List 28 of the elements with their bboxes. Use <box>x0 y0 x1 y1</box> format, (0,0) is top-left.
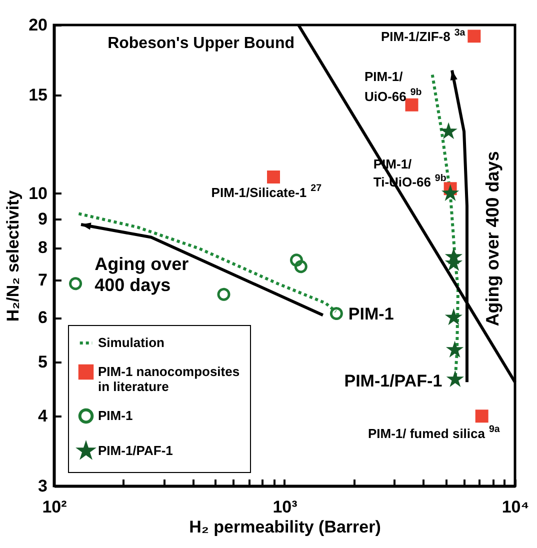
x-tick-label: 10³ <box>272 498 298 516</box>
legend-label: PIM-1/PAF-1 <box>98 443 173 458</box>
legend-label: Simulation <box>98 335 165 350</box>
y-tick-label: 10 <box>28 184 48 203</box>
annotation: PIM-1/ZIF-8 3a <box>380 27 466 44</box>
annotation: PIM-1/ UiO-66 9b <box>364 68 422 104</box>
y-tick-label: 7 <box>38 270 48 290</box>
legend-label: PIM-1 <box>98 408 133 423</box>
annotation: PIM-1/Silicate-1 27 <box>211 183 322 200</box>
annotation: Aging over 400 days <box>94 254 189 295</box>
y-tick-label: 6 <box>38 308 48 328</box>
x-tick-label: 10² <box>42 498 68 516</box>
y-tick-label: 20 <box>28 16 48 34</box>
annotation: PIM-1/ fumed silica 9a <box>368 424 500 442</box>
y-tick-label: 8 <box>38 238 48 258</box>
x-axis-title: H₂ permeability (Barrer) <box>189 518 381 536</box>
y-tick-label: 4 <box>38 406 48 426</box>
annotation: Robeson's Upper Bound <box>108 35 294 52</box>
y-tick-label: 3 <box>38 476 48 496</box>
x-tick-label: 10⁴ <box>502 498 530 516</box>
y-tick-label: 5 <box>38 352 48 372</box>
y-axis-title: H₂/N₂ selectivity <box>4 190 23 322</box>
legend-label: PIM-1 nanocomposites in literature <box>98 364 240 394</box>
annotation: PIM-1 <box>348 304 394 324</box>
y-tick-label: 15 <box>28 85 48 104</box>
y-tick-label: 9 <box>38 210 48 229</box>
annotation: PIM-1/PAF-1 <box>344 372 442 391</box>
annotation: Aging over 400 days <box>482 151 502 326</box>
